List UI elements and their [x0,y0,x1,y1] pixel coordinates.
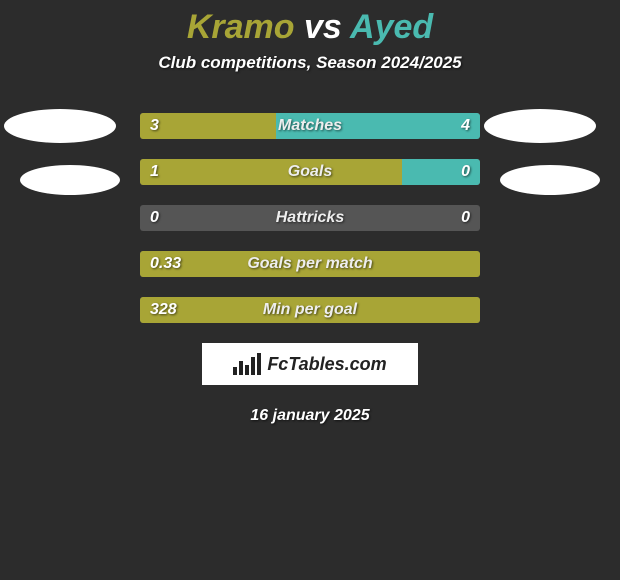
subtitle: Club competitions, Season 2024/2025 [0,53,620,73]
stat-row: 00Hattricks [0,205,620,231]
brand-box: FcTables.com [202,343,418,385]
snapshot-date: 16 january 2025 [0,407,620,425]
stat-label: Goals [140,159,480,185]
player2-avatar [484,109,596,143]
player1-avatar [20,165,120,195]
comparison-title: Kramo vs Ayed [0,0,620,53]
stat-label: Min per goal [140,297,480,323]
player2-name: Ayed [350,8,433,46]
stat-row: 328Min per goal [0,297,620,323]
stat-label: Hattricks [140,205,480,231]
player1-avatar [4,109,116,143]
vs-separator: vs [304,8,342,46]
bar-chart-icon [233,353,261,375]
player1-name: Kramo [187,8,295,46]
stat-row: 0.33Goals per match [0,251,620,277]
player2-avatar [500,165,600,195]
stat-label: Goals per match [140,251,480,277]
stat-label: Matches [140,113,480,139]
brand-text: FcTables.com [267,354,386,375]
stats-container: 34Matches10Goals00Hattricks0.33Goals per… [0,113,620,323]
